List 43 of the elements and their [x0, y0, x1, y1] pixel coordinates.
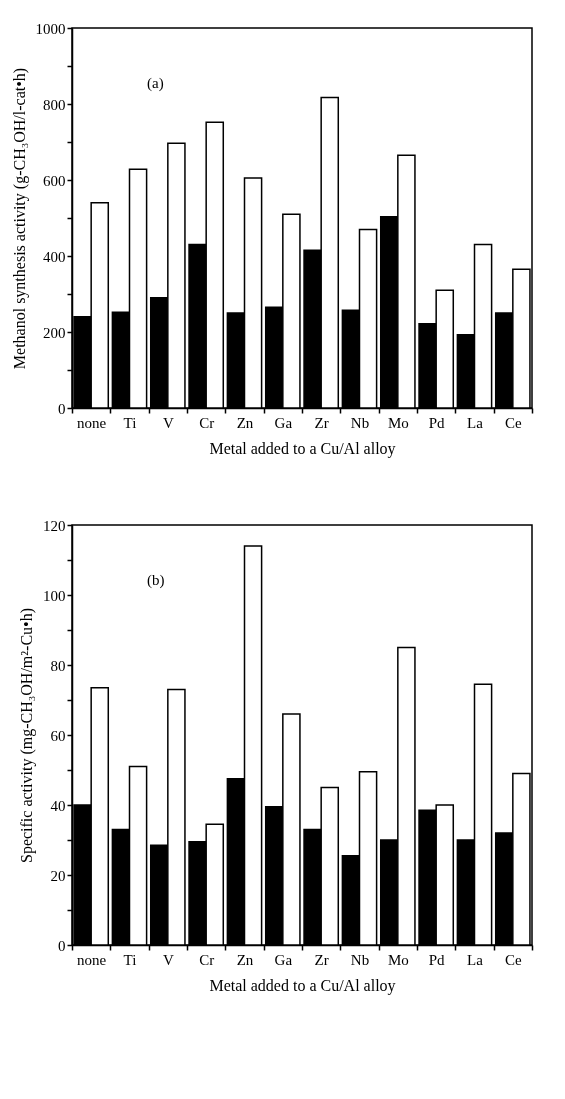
- x-tick-label: Ti: [123, 414, 137, 431]
- y-tick-label: 1000: [35, 20, 66, 37]
- y-tick-label: 80: [50, 657, 66, 674]
- x-tick-label: Pd: [428, 414, 446, 431]
- x-tick-label: La: [467, 414, 484, 431]
- x-tick-label: Zn: [236, 414, 254, 431]
- x-tick-label: Mo: [387, 414, 409, 431]
- y-tick-label: 100: [43, 587, 66, 604]
- x-axis-title: Metal added to a Cu/Al alloy: [209, 976, 396, 995]
- x-tick-label: Ce: [505, 414, 522, 431]
- x-tick-label: Zn: [236, 951, 254, 968]
- y-tick-label: 400: [43, 248, 66, 265]
- x-tick-label: V: [162, 951, 174, 968]
- y-axis-title: Specific activity (mg-CH₃OH/m²-Cu•h): [18, 607, 36, 864]
- y-tick-label: 0: [58, 937, 66, 954]
- y-tick-label: 60: [50, 727, 66, 744]
- y-tick-label: 40: [50, 797, 66, 814]
- x-tick-label: Cr: [199, 951, 215, 968]
- x-tick-label: V: [162, 414, 174, 431]
- x-tick-label: Pd: [428, 951, 446, 968]
- x-tick-label: Mo: [387, 951, 409, 968]
- y-tick-label: 20: [50, 867, 66, 884]
- x-axis-title: Metal added to a Cu/Al alloy: [209, 439, 396, 458]
- x-tick-label: Ce: [505, 951, 522, 968]
- y-tick-label: 600: [43, 172, 66, 189]
- x-tick-label: Ga: [274, 951, 293, 968]
- x-tick-label: none: [77, 414, 107, 431]
- x-tick-label: Cr: [199, 414, 215, 431]
- y-tick-label: 200: [43, 324, 66, 341]
- x-tick-label: Zr: [314, 414, 329, 431]
- y-axis-title: Methanol synthesis activity (g-CH₃OH/l-cat•h): [10, 67, 29, 370]
- annotation: (b): [147, 572, 165, 589]
- y-tick-label: 0: [58, 400, 66, 417]
- x-tick-label: Nb: [350, 951, 370, 968]
- y-tick-label: 120: [43, 517, 66, 534]
- x-tick-label: Ti: [123, 951, 137, 968]
- x-tick-label: La: [467, 951, 484, 968]
- x-tick-label: Zr: [314, 951, 329, 968]
- x-tick-label: none: [77, 951, 107, 968]
- x-tick-label: Ga: [274, 414, 293, 431]
- x-tick-label: Nb: [350, 414, 370, 431]
- annotation: (a): [147, 75, 164, 92]
- y-tick-label: 800: [43, 96, 66, 113]
